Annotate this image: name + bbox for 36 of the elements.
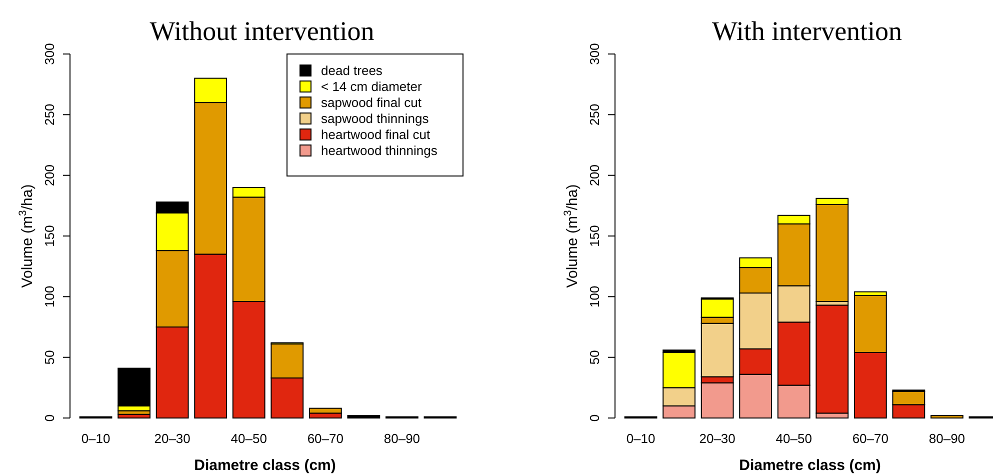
legend-label: heartwood final cut [321,127,431,142]
x-tick-label: 40–50 [776,431,812,446]
x-tick-label: 0–10 [81,431,110,446]
x-tick-label: 80–90 [384,431,420,446]
legend-label: sapwood final cut [321,95,422,110]
y-tick-label: 0 [587,414,602,422]
legend-label: dead trees [321,63,383,78]
y-tick-label: 300 [587,43,602,65]
y-tick-label: 150 [587,225,602,247]
x-axis-title: Diametre class (cm) [194,457,336,474]
y-tick-label: 200 [42,164,57,186]
x-tick-label: 40–50 [230,431,267,446]
legend-label: heartwood thinnings [321,143,438,158]
y-tick-label: 100 [42,286,57,308]
chart-title: With intervention [712,16,903,46]
y-tick-label: 250 [42,104,57,126]
y-tick-label: 100 [587,286,602,308]
bar [930,415,964,418]
y-tick-label: 250 [587,104,602,126]
y-tick-label: 200 [587,164,602,186]
chart-title: Without intervention [150,16,375,46]
y-tick-label: 300 [42,43,57,65]
x-tick-label: 80–90 [928,431,966,446]
y-tick-label: 50 [587,350,602,365]
x-tick-label: 60–70 [307,431,344,446]
legend-label: < 14 cm diameter [321,79,422,94]
y-tick-label: 150 [42,225,57,247]
x-tick-label: 20–30 [699,431,736,446]
y-tick-label: 50 [42,350,57,365]
legend-label: sapwood thinnings [321,111,430,126]
x-tick-label: 60–70 [852,431,888,446]
x-tick-label: 20–30 [154,431,190,446]
y-tick-label: 0 [42,414,57,422]
bar [347,415,380,418]
x-tick-label: 0–10 [626,431,656,446]
x-axis-title: Diametre class (cm) [739,457,881,474]
